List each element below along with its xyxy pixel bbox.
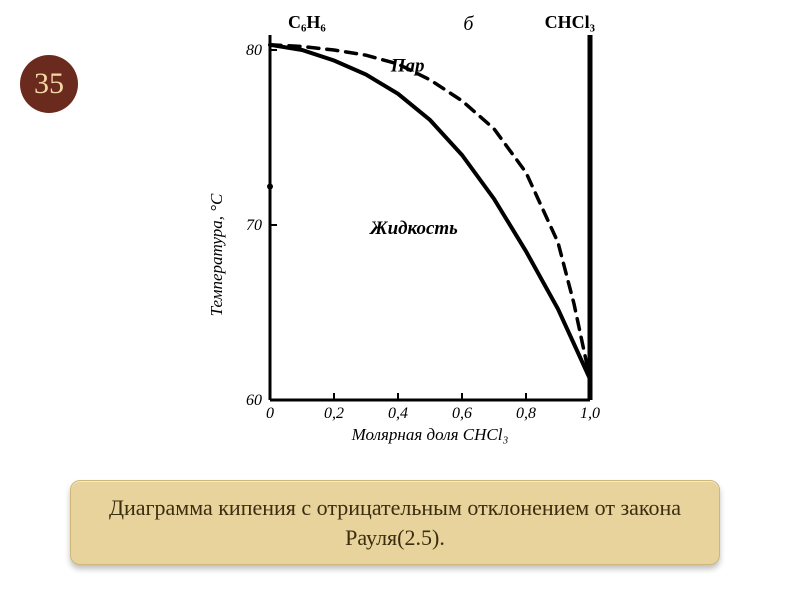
svg-text:0,2: 0,2 — [324, 405, 344, 422]
caption-text: Диаграмма кипения с отрицательным отклон… — [91, 493, 699, 552]
svg-text:0,4: 0,4 — [388, 405, 408, 422]
svg-text:1,0: 1,0 — [580, 405, 600, 422]
svg-text:0: 0 — [266, 405, 274, 422]
svg-text:0,6: 0,6 — [452, 405, 472, 422]
svg-text:70: 70 — [246, 217, 262, 234]
caption-box: Диаграмма кипения с отрицательным отклон… — [70, 480, 720, 565]
slide-number: 35 — [34, 67, 64, 101]
svg-text:Пар: Пар — [390, 56, 425, 77]
svg-text:Молярная доля CHCl₃: Молярная доля CHCl₃ — [351, 425, 509, 444]
slide-number-badge: 35 — [20, 55, 78, 113]
svg-text:Температура, °C: Температура, °C — [207, 193, 226, 316]
svg-text:CHCl₃: CHCl₃ — [545, 12, 596, 32]
svg-text:Жидкость: Жидкость — [368, 218, 458, 239]
svg-text:б: б — [463, 13, 474, 35]
svg-text:0,8: 0,8 — [516, 405, 536, 422]
chart-svg: 0 0,2 0,4 0,6 0,8 1,0 60 70 80 Молярная доля CHCl… — [175, 0, 625, 460]
svg-text:80: 80 — [246, 42, 262, 59]
phase-diagram-chart: 0 0,2 0,4 0,6 0,8 1,0 60 70 80 Молярная доля CHCl… — [175, 0, 625, 460]
svg-text:60: 60 — [246, 392, 262, 409]
svg-text:C₆H₆: C₆H₆ — [288, 12, 326, 32]
